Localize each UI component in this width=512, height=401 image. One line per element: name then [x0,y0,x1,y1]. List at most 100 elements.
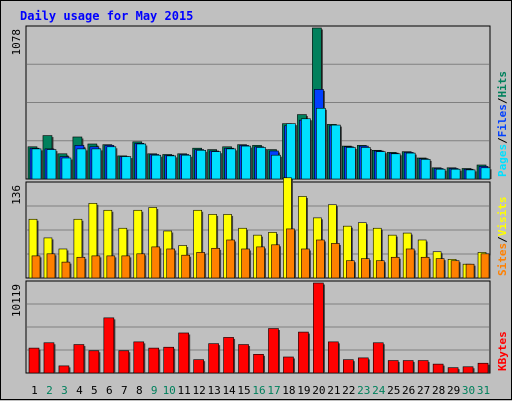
bar-kbytes-kbytes-1 [28,347,40,374]
bar-hits-pages-10 [166,155,177,180]
bar-visits-sites-1 [31,255,41,279]
legend-entry-hits-0: Pages [496,144,509,177]
bar-kbytes-kbytes-30 [462,366,474,374]
bar-hits-pages-7 [121,156,132,180]
bar-kbytes-kbytes-9 [148,347,160,374]
bar-hits-pages-23 [360,147,371,180]
bar-visits-sites-14 [226,239,235,279]
day-label-17: 17 [267,384,280,397]
bar-visits-sites-21 [331,243,340,279]
legend-kbytes: KBytes [496,331,509,371]
legend-entry-visits-1: / [496,236,509,243]
bar-kbytes-kbytes-28 [432,363,444,374]
day-label-3: 3 [61,384,68,397]
legend-entry-hits-4: Hits [496,71,509,98]
bar-hits-pages-16 [256,147,266,180]
day-label-18: 18 [282,384,295,397]
day-label-28: 28 [432,384,445,397]
day-label-26: 26 [402,384,415,397]
day-label-13: 13 [207,384,220,397]
day-label-12: 12 [193,384,206,397]
bar-hits-pages-14 [226,148,236,180]
bar-kbytes-kbytes-27 [417,360,429,374]
bar-visits-sites-10 [166,248,176,279]
legend-entry-visits-0: Sites [496,243,509,276]
day-label-6: 6 [106,384,113,397]
bar-hits-pages-4 [76,148,87,180]
legend-entry-hits-2: Files [496,104,509,137]
day-label-5: 5 [91,384,98,397]
bar-hits-pages-31 [480,167,491,180]
bar-kbytes-kbytes-15 [238,344,249,374]
bar-hits-pages-1 [31,148,42,180]
bar-visits-sites-11 [181,254,190,279]
bar-hits-pages-29 [450,168,461,180]
bar-hits-pages-25 [390,153,401,180]
bar-kbytes-kbytes-6 [103,317,115,374]
bar-visits-sites-25 [390,256,400,279]
bar-kbytes-kbytes-25 [387,360,399,374]
bar-hits-pages-2 [46,149,57,180]
bar-hits-pages-28 [435,168,446,180]
bar-kbytes-kbytes-12 [193,359,204,374]
bar-hits-pages-17 [271,154,281,180]
bar-kbytes-kbytes-10 [163,346,175,374]
bar-hits-pages-12 [196,149,206,180]
bar-visits-sites-19 [301,248,310,279]
day-label-27: 27 [417,384,430,397]
max-label-kbytes: 10119 [10,284,23,317]
day-label-11: 11 [178,384,191,397]
bar-visits-sites-28 [435,258,445,279]
max-label-visits: 136 [10,185,23,205]
bar-kbytes-kbytes-21 [328,341,339,374]
bar-visits-sites-31 [480,253,490,279]
bar-visits-sites-17 [271,244,280,279]
bar-visits-sites-5 [91,255,101,279]
bar-visits-sites-4 [76,256,86,279]
day-label-20: 20 [312,384,325,397]
bar-hits-pages-15 [241,145,251,180]
chart-title: Daily usage for May 2015 [20,9,193,23]
day-label-10: 10 [163,384,176,397]
legend-hits: Pages/Files/Hits [496,71,509,177]
day-label-31: 31 [477,384,490,397]
bar-kbytes-kbytes-3 [58,365,70,374]
max-label-hits: 1078 [10,29,23,56]
bar-visits-sites-8 [136,253,146,279]
bar-hits-pages-9 [151,154,162,180]
bar-kbytes-kbytes-4 [73,344,85,374]
day-label-8: 8 [136,384,143,397]
bar-kbytes-kbytes-20 [313,282,324,374]
day-label-19: 19 [297,384,310,397]
bar-visits-sites-29 [450,260,460,279]
bar-hits-pages-19 [301,118,311,180]
day-label-22: 22 [342,384,355,397]
bar-visits-sites-30 [465,263,475,279]
bar-hits-pages-22 [346,147,356,180]
bar-kbytes-kbytes-16 [253,354,264,374]
bar-visits-sites-3 [61,261,71,279]
bar-hits-pages-26 [405,152,416,180]
bar-visits-sites-24 [375,260,385,279]
day-label-29: 29 [447,384,460,397]
day-label-14: 14 [222,384,236,397]
bar-hits-pages-8 [136,143,147,180]
bar-visits-sites-12 [196,252,205,279]
day-label-25: 25 [387,384,400,397]
bar-hits-pages-21 [331,124,341,180]
bar-hits-pages-6 [106,146,117,180]
day-label-9: 9 [151,384,158,397]
bar-kbytes-kbytes-19 [298,331,309,374]
bar-hits-pages-18 [286,123,296,180]
bar-visits-sites-13 [211,247,220,279]
legend-entry-hits-1: / [496,137,509,144]
bar-kbytes-kbytes-11 [178,332,189,374]
bar-visits-sites-22 [346,260,355,279]
bar-hits-pages-20 [316,107,326,180]
bar-visits-sites-26 [405,248,415,279]
bar-kbytes-kbytes-31 [477,362,489,374]
bar-visits-sites-23 [360,258,370,279]
bar-visits-sites-15 [241,248,250,279]
bar-kbytes-kbytes-8 [133,341,145,374]
